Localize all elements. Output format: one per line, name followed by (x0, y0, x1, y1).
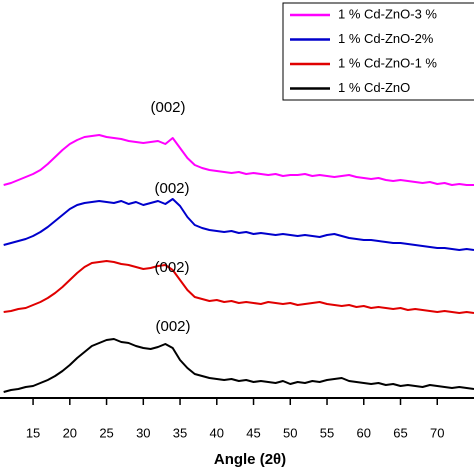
series-line (3, 260, 474, 314)
legend-label: 1 % Cd-ZnO (338, 80, 410, 95)
x-tick-label: 30 (136, 425, 150, 440)
legend: 1 % Cd-ZnO-3 % 1 % Cd-ZnO-2% 1 % Cd-ZnO-1 … (282, 2, 474, 101)
legend-label: 1 % Cd-ZnO-2% (338, 31, 434, 46)
annotation: (002) (154, 180, 189, 197)
series-line (3, 134, 474, 186)
x-tick-label: 45 (246, 425, 260, 440)
series-line (3, 198, 474, 251)
x-tick-label: 60 (357, 425, 371, 440)
x-tick-label: 20 (63, 425, 77, 440)
legend-label: 1 % Cd-ZnO-1 % (338, 55, 437, 70)
x-tick-label: 35 (173, 425, 187, 440)
series-line (3, 338, 474, 393)
legend-label: 1 % Cd-ZnO-3 % (338, 6, 437, 21)
x-tick-label: 50 (283, 425, 297, 440)
x-tick-label: 70 (430, 425, 444, 440)
x-tick-label: 15 (26, 425, 40, 440)
annotation: (002) (155, 318, 190, 335)
x-tick-label: 40 (210, 425, 224, 440)
x-tick-label: 65 (393, 425, 407, 440)
x-axis-label: Angle (2θ) (214, 451, 286, 468)
legend-box (282, 2, 474, 101)
x-tick-label: 55 (320, 425, 334, 440)
annotation: (002) (154, 259, 189, 276)
annotation: (002) (150, 99, 185, 116)
x-tick-label: 25 (99, 425, 113, 440)
